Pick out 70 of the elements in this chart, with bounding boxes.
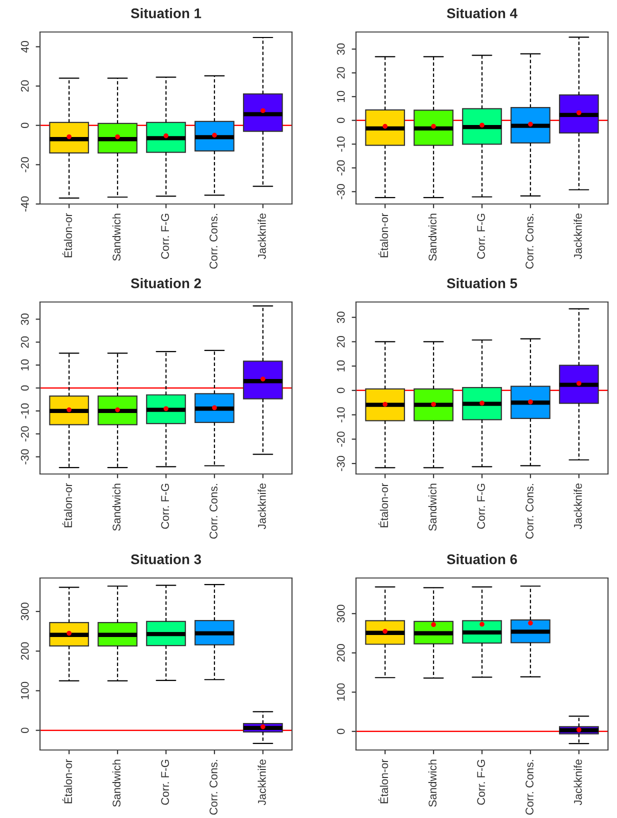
y-tick-label: 200 (20, 642, 29, 660)
x-tick-label: Jackknife (258, 760, 266, 806)
x-tick-label: Sandwich (428, 760, 437, 807)
x-tick-label: Corr. F-G (161, 214, 169, 259)
x-tick-label: Corr. Cons. (210, 760, 218, 815)
y-tick-label: 10 (20, 359, 29, 370)
x-tick-label: Étalon-or (62, 759, 72, 804)
x-tick-label: Étalon-or (378, 213, 388, 258)
x-tick-label: Corr. F-G (477, 214, 485, 259)
y-tick-label: 40 (20, 40, 29, 53)
x-tick-label: Sandwich (112, 760, 121, 807)
x-tick-label: Jackknife (258, 484, 266, 530)
x-tick-label: Étalon-or (378, 759, 388, 804)
y-tick-label: 0 (336, 118, 345, 124)
x-tick-label: Jackknife (574, 484, 582, 530)
x-tick-label: Étalon-or (62, 213, 72, 258)
y-tick-label: 200 (336, 644, 345, 662)
chart-title: Situation 6 (446, 554, 517, 564)
y-tick-label: -20 (336, 160, 345, 176)
y-tick-label: -30 (336, 456, 345, 472)
y-tick-label: 20 (20, 80, 29, 92)
chart-title: Situation 4 (446, 8, 518, 18)
y-tick-label: 10 (336, 90, 345, 102)
y-tick-label: -20 (336, 432, 345, 447)
chart-title: Situation 3 (130, 554, 201, 564)
y-tick-label: -40 (20, 196, 29, 212)
chart-title: Situation 1 (130, 8, 202, 18)
y-tick-label: 0 (20, 385, 29, 391)
x-tick-label: Sandwich (428, 484, 437, 531)
x-tick-label: Jackknife (574, 214, 582, 260)
x-tick-label: Corr. F-G (477, 484, 485, 529)
y-tick-label: 30 (336, 312, 345, 324)
y-tick-label: -20 (20, 426, 29, 442)
y-tick-label: 30 (20, 313, 29, 325)
x-tick-label: Jackknife (574, 760, 582, 806)
y-tick-label: 20 (336, 67, 345, 78)
y-tick-label: -30 (336, 184, 345, 200)
x-tick-label: Sandwich (112, 484, 121, 531)
x-tick-label: Corr. F-G (161, 760, 169, 805)
y-tick-label: 0 (336, 388, 345, 394)
y-tick-label: 100 (20, 682, 29, 700)
y-tick-label: 100 (336, 683, 345, 701)
y-tick-label: -20 (20, 157, 29, 172)
y-tick-label: 0 (20, 122, 29, 128)
x-tick-label: Étalon-or (62, 483, 72, 528)
y-tick-label: 300 (336, 604, 345, 622)
x-tick-label: Corr. Cons. (526, 760, 534, 815)
x-tick-label: Jackknife (258, 214, 266, 260)
x-tick-label: Sandwich (428, 214, 437, 261)
y-tick-label: 10 (336, 360, 345, 372)
x-tick-label: Corr. Cons. (526, 214, 534, 269)
x-tick-label: Étalon-or (378, 483, 388, 528)
chart-title: Situation 5 (446, 278, 518, 288)
chart-title: Situation 2 (130, 278, 201, 288)
x-tick-label: Corr. F-G (161, 484, 169, 529)
y-tick-label: -10 (20, 403, 29, 418)
x-tick-label: Corr. Cons. (526, 484, 534, 539)
y-tick-label: 0 (20, 728, 29, 734)
y-tick-label: 0 (336, 728, 345, 734)
x-tick-label: Corr. F-G (477, 760, 485, 805)
y-tick-label: -30 (20, 449, 29, 464)
y-tick-label: 20 (20, 336, 29, 348)
y-tick-label: 300 (20, 602, 29, 620)
x-tick-label: Corr. Cons. (210, 214, 218, 269)
y-tick-label: 30 (336, 43, 345, 55)
y-tick-label: -10 (336, 407, 345, 422)
y-tick-label: 20 (336, 336, 345, 348)
y-tick-label: -10 (336, 136, 345, 152)
x-tick-label: Corr. Cons. (210, 484, 218, 539)
x-tick-label: Sandwich (112, 214, 121, 261)
